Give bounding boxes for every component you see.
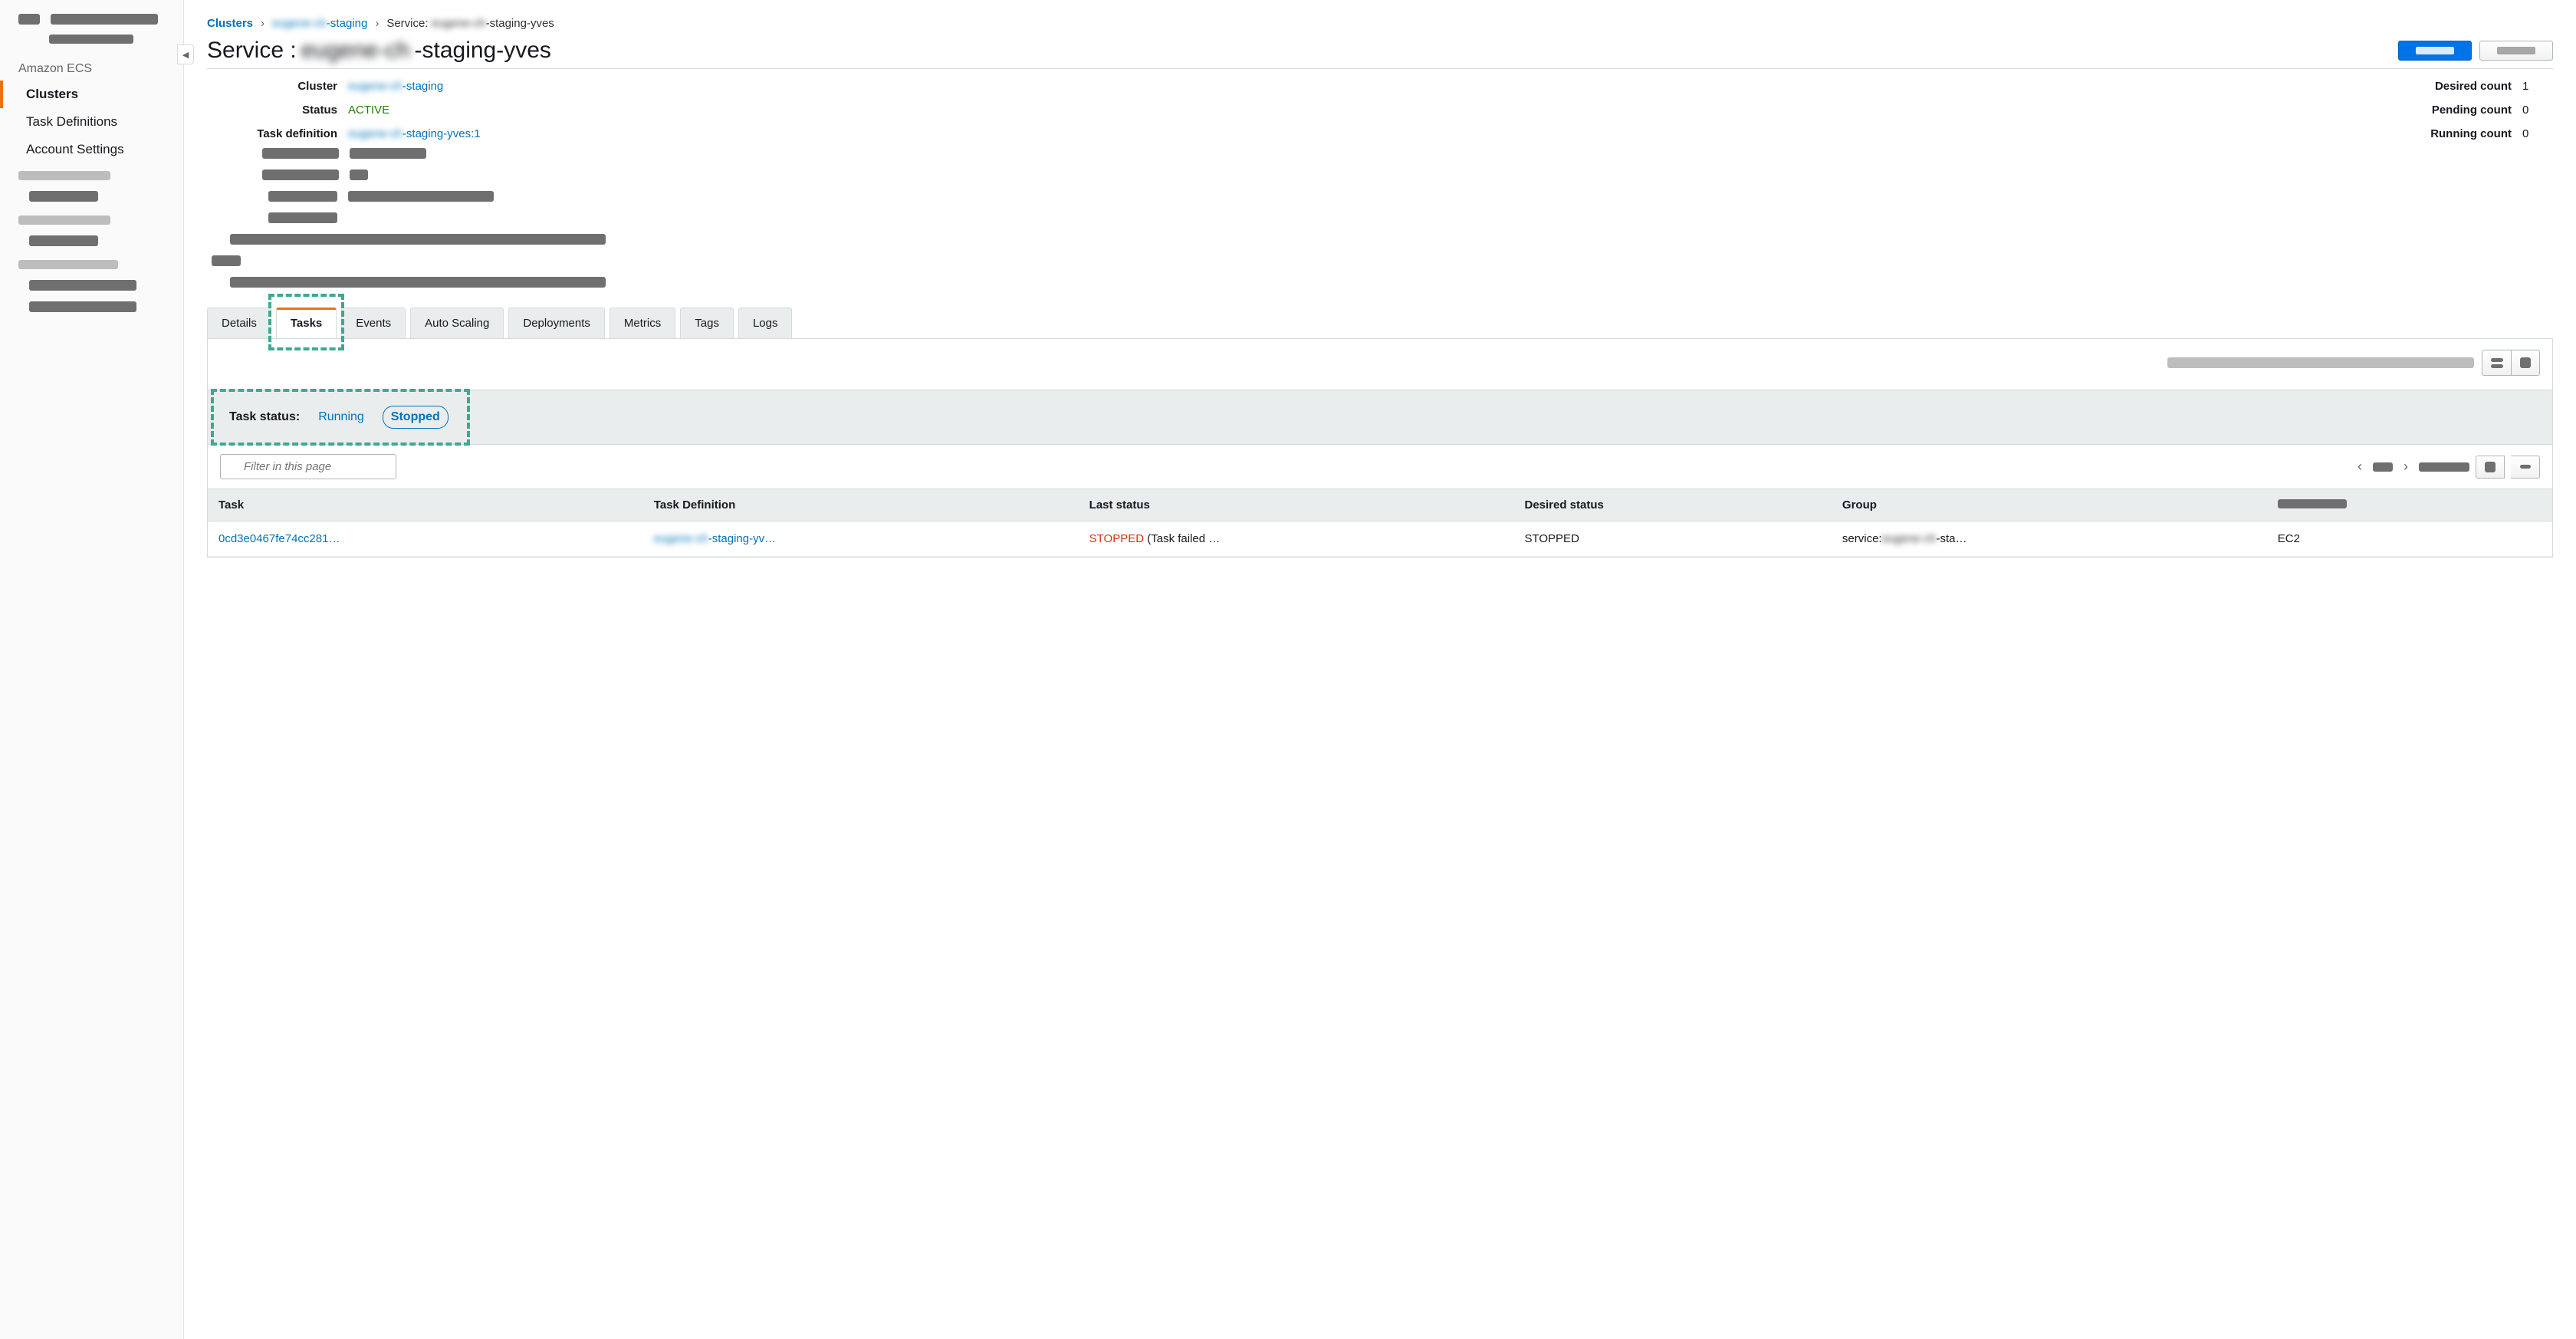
table-row[interactable]: 0cd3e0467fe74cc281… eugene-ch-staging-yv… [208,521,2552,557]
pager-total-redacted [2419,462,2469,472]
task-status-label: Task status: [229,410,300,424]
cell-launch-type: EC2 [2267,521,2552,557]
filter-input[interactable] [220,454,396,479]
sidebar-title-redacted [51,14,158,25]
view-grid-button[interactable] [2511,350,2540,376]
th-last-status[interactable]: Last status [1079,489,1514,521]
sidebar-redacted [18,215,110,225]
th-taskdef[interactable]: Task Definition [643,489,1079,521]
sidebar-subtitle-redacted [49,35,133,44]
task-status-bar: Task status: Running Stopped [208,390,2552,445]
sidebar-item-task-definitions[interactable]: Task Definitions [0,108,183,136]
breadcrumb: Clusters › eugene-ch-staging › Service: … [207,17,2553,30]
breadcrumb-cluster-link[interactable]: eugene-ch-staging [272,17,367,30]
breadcrumb-clusters[interactable]: Clusters [207,17,253,30]
tab-panel-tasks: Task status: Running Stopped ‹ › [207,338,2553,558]
detail-value-pending: 0 [2522,104,2553,117]
sidebar-item-account-settings[interactable]: Account Settings [0,136,183,163]
main-content: Clusters › eugene-ch-staging › Service: … [184,0,2576,1339]
detail-value-desired: 1 [2522,80,2553,93]
detail-label-pending: Pending count [2397,104,2512,117]
th-group[interactable]: Group [1832,489,2267,521]
tabs: Details Tasks Events Auto Scaling Deploy… [207,308,2553,338]
pager-next[interactable]: › [2399,456,2413,478]
tab-logs[interactable]: Logs [738,308,793,338]
chevron-right-icon: › [375,17,379,30]
task-status-running[interactable]: Running [310,406,372,428]
cell-last-status: STOPPED (Task failed … [1079,521,1514,557]
tab-events[interactable]: Events [341,308,406,338]
task-status-stopped[interactable]: Stopped [383,406,449,429]
th-task[interactable]: Task [208,489,643,521]
detail-value-taskdef[interactable]: eugene-ch-staging-yves:1 [348,127,481,140]
cell-taskdef[interactable]: eugene-ch-staging-yv… [643,521,1079,557]
tab-tasks[interactable]: Tasks [276,308,337,338]
sidebar-service-label: Amazon ECS [0,53,183,81]
th-launch[interactable] [2267,489,2552,521]
tab-metrics[interactable]: Metrics [610,308,675,338]
sidebar-redacted [29,235,98,246]
breadcrumb-current: Service: eugene-ch-staging-yves [386,17,554,30]
sidebar-redacted [29,280,136,291]
tab-auto-scaling[interactable]: Auto Scaling [410,308,504,338]
sidebar-item-clusters[interactable]: Clusters [0,81,183,108]
pager-view-a[interactable] [2476,456,2505,479]
tasks-table: Task Task Definition Last status Desired… [208,489,2552,557]
pager-view-b[interactable] [2511,456,2540,479]
detail-value-status: ACTIVE [348,104,481,117]
detail-value-running: 0 [2522,127,2553,140]
detail-label-status: Status [207,104,337,117]
detail-column-right: Desired count 1 Pending count 0 Running … [2397,80,2553,140]
sidebar-collapse-button[interactable]: ◀ [177,44,194,64]
sidebar-logo-redacted [18,14,40,25]
tab-tags[interactable]: Tags [680,308,734,338]
pager-page-redacted [2373,462,2393,472]
tab-details[interactable]: Details [207,308,271,338]
view-list-button[interactable] [2482,350,2511,376]
pager: ‹ › [2353,456,2540,479]
update-button[interactable] [2398,41,2472,61]
page-title: Service : eugene-ch-staging-yves [207,38,551,64]
view-toggle [2482,350,2540,376]
sidebar: ◀ Amazon ECS Clusters Task Definitions A… [0,0,184,1339]
sidebar-redacted [29,191,98,202]
sidebar-redacted [18,171,110,180]
cell-group: service:eugene-ch-sta… [1832,521,2267,557]
sidebar-redacted [18,260,118,269]
th-desired-status[interactable]: Desired status [1513,489,1831,521]
cell-task-id[interactable]: 0cd3e0467fe74cc281… [208,521,643,557]
detail-label-running: Running count [2397,127,2512,140]
pager-prev[interactable]: ‹ [2353,456,2367,478]
detail-label-desired: Desired count [2397,80,2512,93]
delete-button[interactable] [2479,41,2553,61]
detail-value-cluster[interactable]: eugene-ch-staging [348,80,481,93]
detail-label-cluster: Cluster [207,80,337,93]
cell-desired-status: STOPPED [1513,521,1831,557]
chevron-right-icon: › [261,17,264,30]
detail-column-left: Cluster eugene-ch-staging Status ACTIVE … [207,80,481,140]
sidebar-redacted [29,301,136,312]
tab-deployments[interactable]: Deployments [508,308,605,338]
redacted-details-block [207,148,2553,288]
toolbar-redacted [2167,357,2474,368]
detail-label-taskdef: Task definition [207,127,337,140]
